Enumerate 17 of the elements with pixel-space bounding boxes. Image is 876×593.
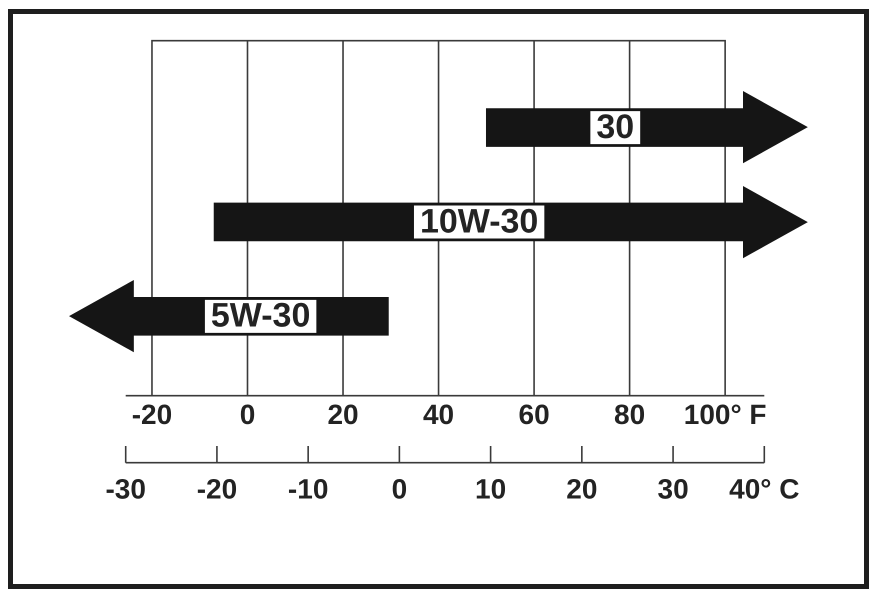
x2-tick-label: 0 bbox=[392, 474, 408, 505]
x-tick-label: -20 bbox=[132, 399, 172, 430]
x2-tick-label: 20 bbox=[566, 474, 598, 505]
x2-tick-label: 40° C bbox=[729, 474, 800, 505]
x-tick-label: 80 bbox=[614, 399, 646, 430]
x2-tick-label: -10 bbox=[288, 474, 328, 505]
x2-tick-label: 10 bbox=[475, 474, 506, 505]
y-tick-label: 5W-30 bbox=[210, 296, 310, 335]
x-tick-label: 100° F bbox=[684, 399, 767, 430]
x2-tick-label: -30 bbox=[105, 474, 146, 505]
x-tick-label: 20 bbox=[327, 399, 359, 430]
x-tick-label: 60 bbox=[518, 399, 550, 430]
x-tick-label: 0 bbox=[240, 399, 256, 430]
x2-tick-label: 30 bbox=[657, 474, 689, 505]
x-tick-label: 40 bbox=[422, 399, 454, 430]
y-tick-label: 10W-30 bbox=[420, 202, 538, 240]
x2-tick-label: -20 bbox=[196, 474, 238, 505]
